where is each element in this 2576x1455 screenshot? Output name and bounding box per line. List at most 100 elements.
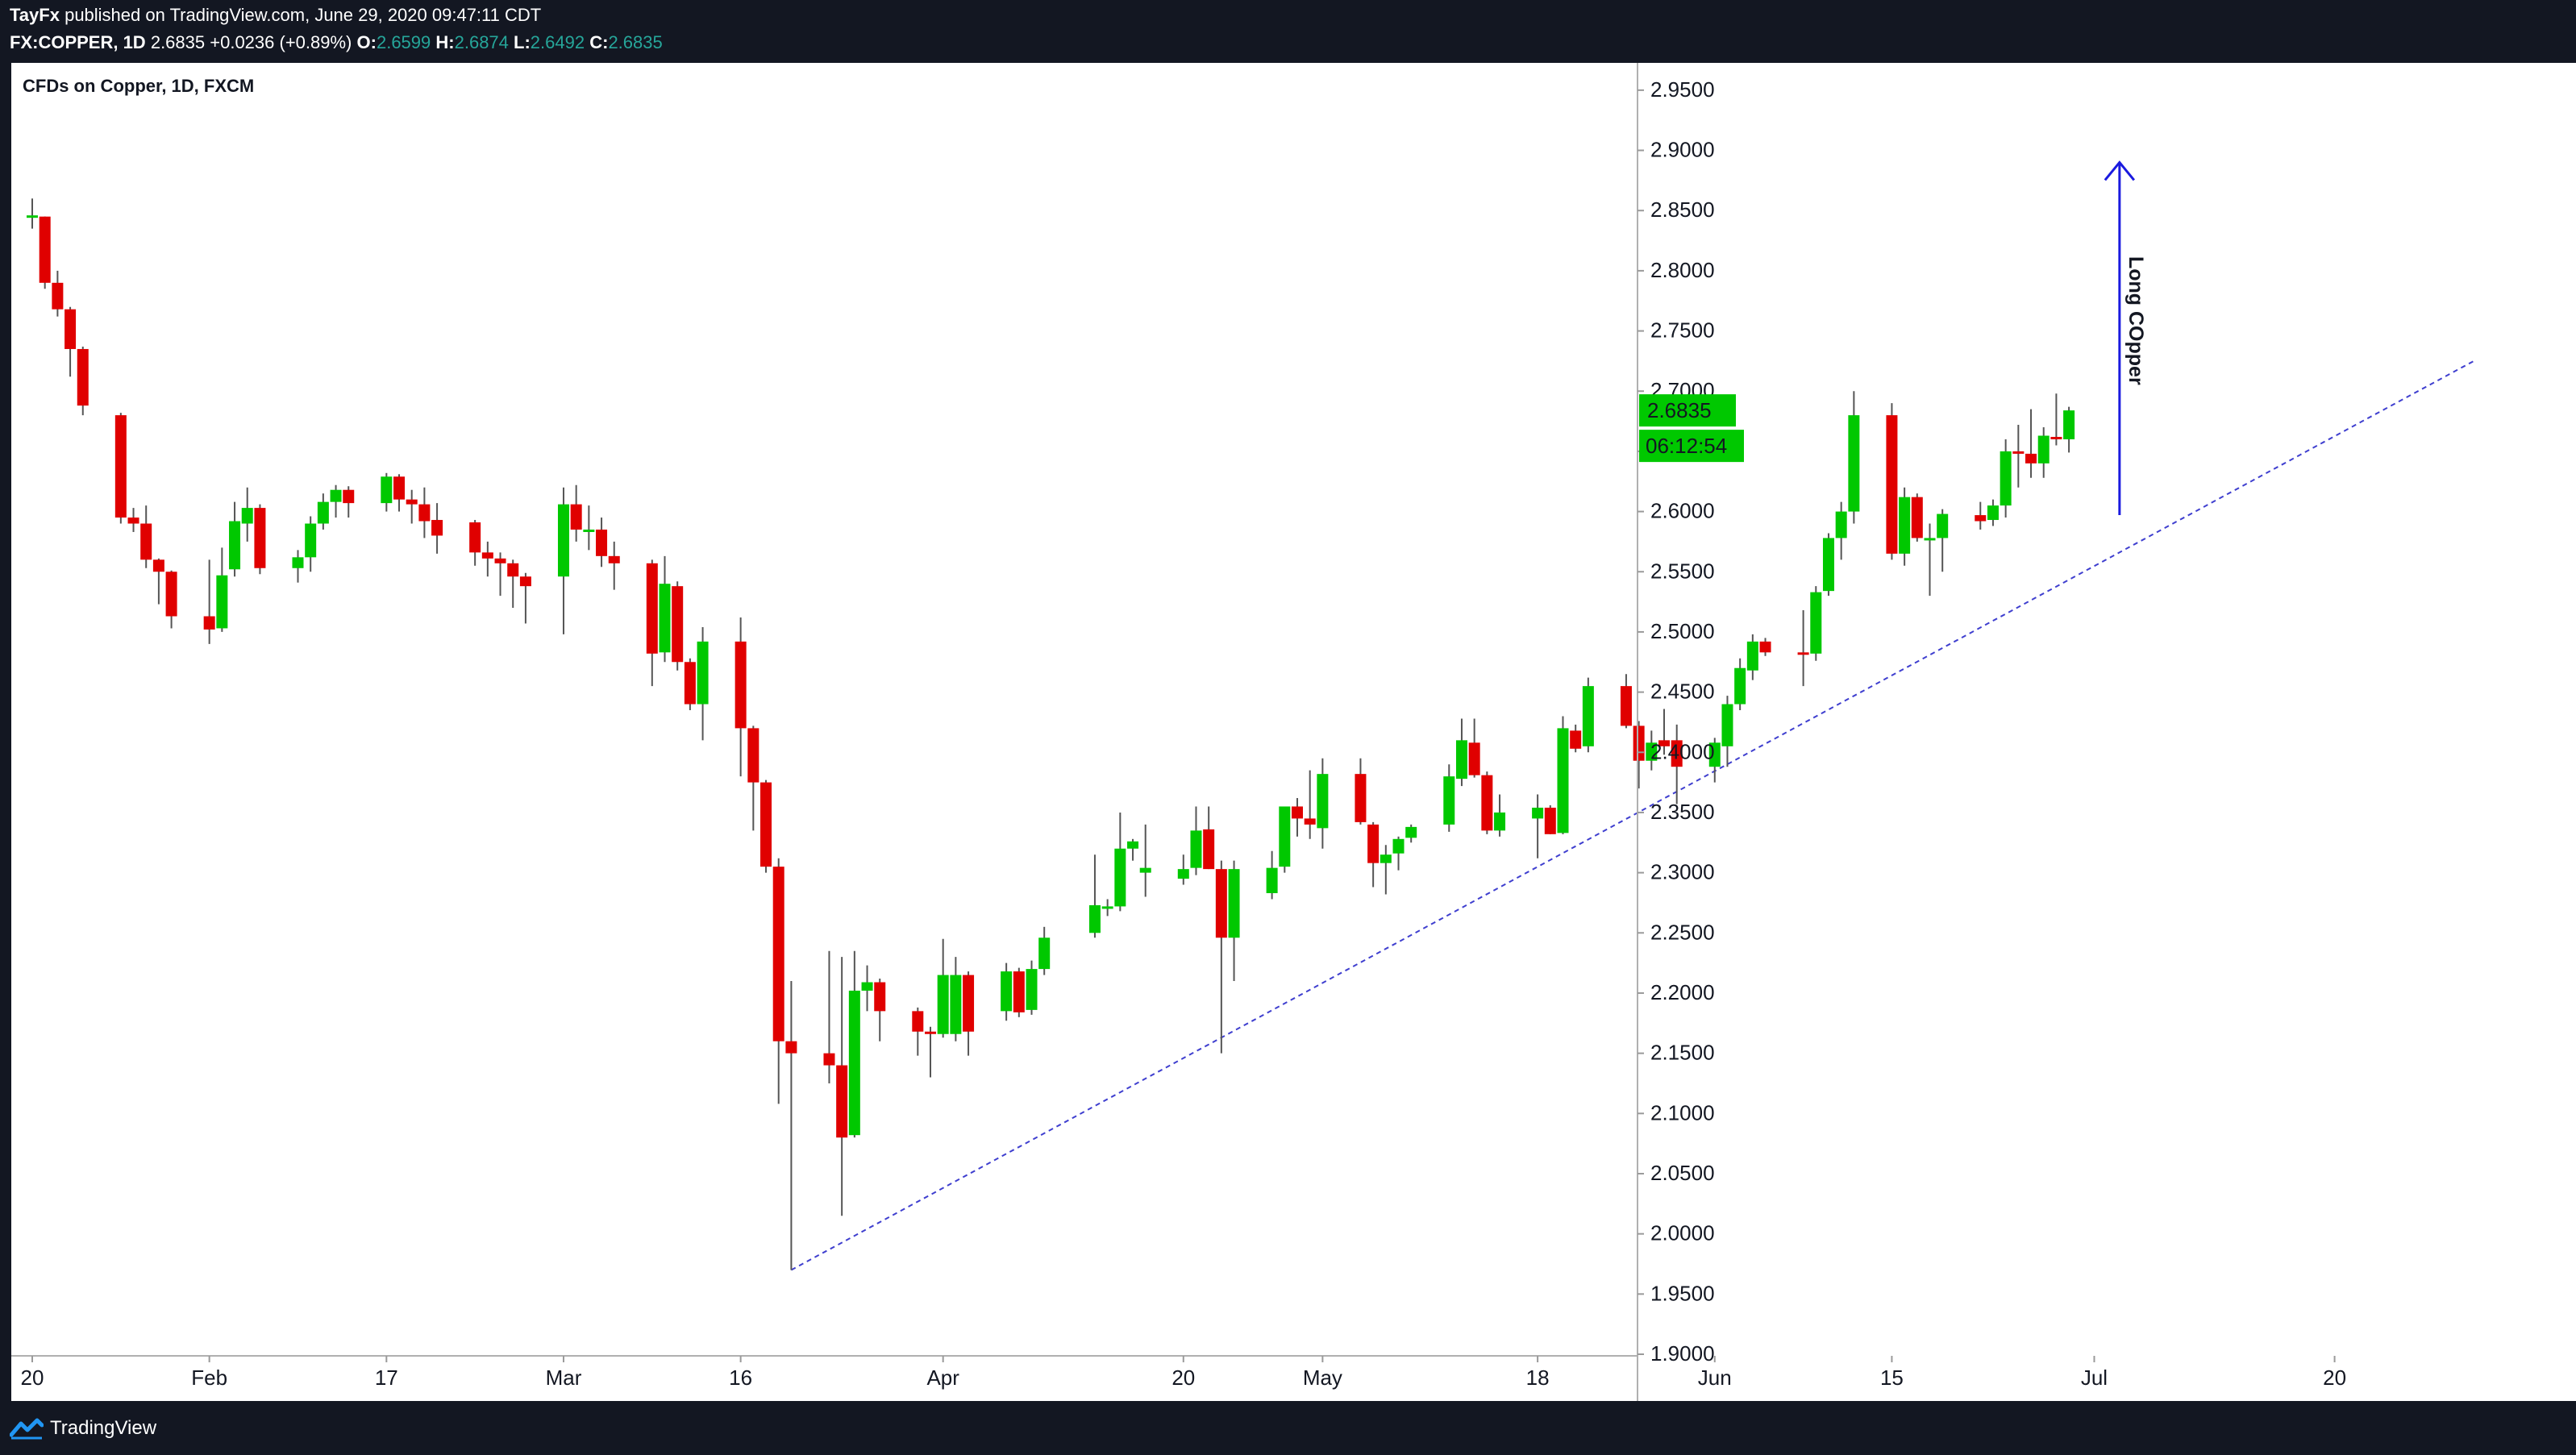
candle bbox=[381, 472, 393, 512]
candle-body bbox=[1215, 869, 1227, 938]
candle-body bbox=[469, 522, 481, 553]
candle-body bbox=[760, 782, 772, 867]
candle-body bbox=[343, 489, 355, 504]
y-tick-label: 2.8500 bbox=[1650, 197, 1715, 222]
y-tick-label: 2.9500 bbox=[1650, 77, 1715, 102]
tradingview-logo-icon[interactable] bbox=[10, 1416, 44, 1440]
candle bbox=[481, 541, 493, 577]
candle bbox=[1228, 860, 1240, 982]
candle-body bbox=[27, 215, 38, 218]
candle-body bbox=[684, 662, 696, 705]
candle-body bbox=[1899, 497, 1911, 554]
candle bbox=[924, 1026, 936, 1078]
candle bbox=[1721, 696, 1733, 767]
candle bbox=[1494, 794, 1506, 837]
candle bbox=[27, 198, 38, 229]
x-tick-label: 17 bbox=[375, 1366, 398, 1390]
candle bbox=[1405, 824, 1417, 843]
last-price-badge bbox=[1639, 394, 1736, 427]
candle-body bbox=[507, 563, 519, 577]
candle-body bbox=[1177, 869, 1189, 879]
candle bbox=[165, 570, 177, 629]
candle-body bbox=[2037, 435, 2050, 464]
candle-body bbox=[1405, 826, 1417, 838]
candle bbox=[1746, 634, 1758, 680]
candle bbox=[1582, 677, 1594, 753]
candle bbox=[1304, 770, 1316, 839]
candle bbox=[1810, 586, 1822, 661]
candle bbox=[343, 486, 355, 518]
candle bbox=[1975, 501, 1987, 530]
candle-body bbox=[1228, 869, 1240, 938]
candle-body bbox=[570, 504, 582, 530]
candle-body bbox=[305, 523, 317, 558]
candle-body bbox=[1279, 806, 1291, 867]
candle-body bbox=[1532, 807, 1544, 819]
candle-body bbox=[317, 501, 329, 524]
arrow-up-icon bbox=[2104, 160, 2136, 181]
candle bbox=[1886, 403, 1898, 560]
candle bbox=[77, 346, 89, 416]
candle bbox=[583, 505, 595, 551]
candle-body bbox=[229, 521, 241, 570]
y-tick-label: 2.0000 bbox=[1650, 1221, 1715, 1245]
candle-body bbox=[1734, 667, 1746, 705]
candle-body bbox=[65, 309, 77, 349]
price-change: +0.0236 (+0.89%) bbox=[210, 32, 352, 52]
candle bbox=[393, 474, 406, 512]
candle-body bbox=[646, 563, 658, 654]
candle-body bbox=[254, 508, 266, 568]
countdown-badge bbox=[1639, 430, 1744, 463]
candle bbox=[1822, 533, 1834, 597]
y-tick-label: 2.2500 bbox=[1650, 920, 1715, 944]
candle bbox=[1127, 838, 1139, 861]
candle bbox=[1987, 499, 1999, 526]
y-tick-label: 2.3500 bbox=[1650, 800, 1715, 824]
candles-layer bbox=[27, 198, 2075, 1270]
candle bbox=[1620, 674, 1632, 729]
candle-body bbox=[152, 559, 164, 572]
time-axis[interactable]: 20 Feb 17 Mar 16 Apr 20 May 18 Jun 15 Jul 20 bbox=[21, 1356, 2347, 1390]
x-tick-label: 20 bbox=[2323, 1366, 2346, 1390]
candle bbox=[114, 413, 127, 524]
candle bbox=[1848, 391, 1860, 524]
candle-body bbox=[823, 1053, 835, 1066]
candle-body bbox=[127, 518, 139, 524]
x-tick-label: 16 bbox=[729, 1366, 752, 1390]
y-tick-label: 2.6000 bbox=[1650, 499, 1715, 523]
candlestick-chart[interactable]: CFDs on Copper, 1D, FXCM Long COpper 2.9… bbox=[11, 63, 2576, 1401]
candle bbox=[1797, 610, 1809, 687]
candle bbox=[1759, 638, 1771, 656]
price-axis[interactable]: 2.95002.90002.85002.80002.75002.70002.65… bbox=[1638, 77, 1715, 1366]
candle-body bbox=[1292, 806, 1303, 819]
author-name[interactable]: TayFx bbox=[10, 5, 60, 25]
annotation-layer: Long COpper bbox=[2104, 160, 2147, 516]
candle-body bbox=[1355, 774, 1367, 822]
chart-area[interactable]: CFDs on Copper, 1D, FXCM Long COpper 2.9… bbox=[11, 63, 2576, 1401]
candle-body bbox=[1443, 776, 1455, 825]
y-tick-label: 2.0500 bbox=[1650, 1161, 1715, 1185]
close-value: 2.6835 bbox=[608, 32, 663, 52]
tradingview-brand[interactable]: TradingView bbox=[50, 1417, 157, 1439]
candle bbox=[1708, 738, 1721, 783]
candle bbox=[1911, 493, 1923, 542]
y-tick-label: 2.2000 bbox=[1650, 980, 1715, 1004]
candle bbox=[735, 617, 747, 777]
candle-body bbox=[1646, 742, 1658, 761]
y-tick-label: 2.3000 bbox=[1650, 860, 1715, 884]
candle bbox=[330, 484, 342, 518]
candle-body bbox=[2000, 451, 2012, 506]
open-label: O: bbox=[356, 32, 377, 52]
candle bbox=[203, 559, 215, 644]
y-tick-label: 2.7500 bbox=[1650, 318, 1715, 343]
candle-body bbox=[924, 1031, 936, 1034]
candle bbox=[1633, 721, 1645, 789]
candle-body bbox=[1911, 497, 1923, 538]
candle bbox=[1455, 718, 1467, 787]
candle-body bbox=[1671, 740, 1683, 767]
candle-body bbox=[292, 557, 304, 568]
candle bbox=[1835, 501, 1847, 560]
candle bbox=[570, 484, 582, 542]
candle bbox=[65, 306, 77, 377]
candle-body bbox=[1708, 742, 1721, 767]
